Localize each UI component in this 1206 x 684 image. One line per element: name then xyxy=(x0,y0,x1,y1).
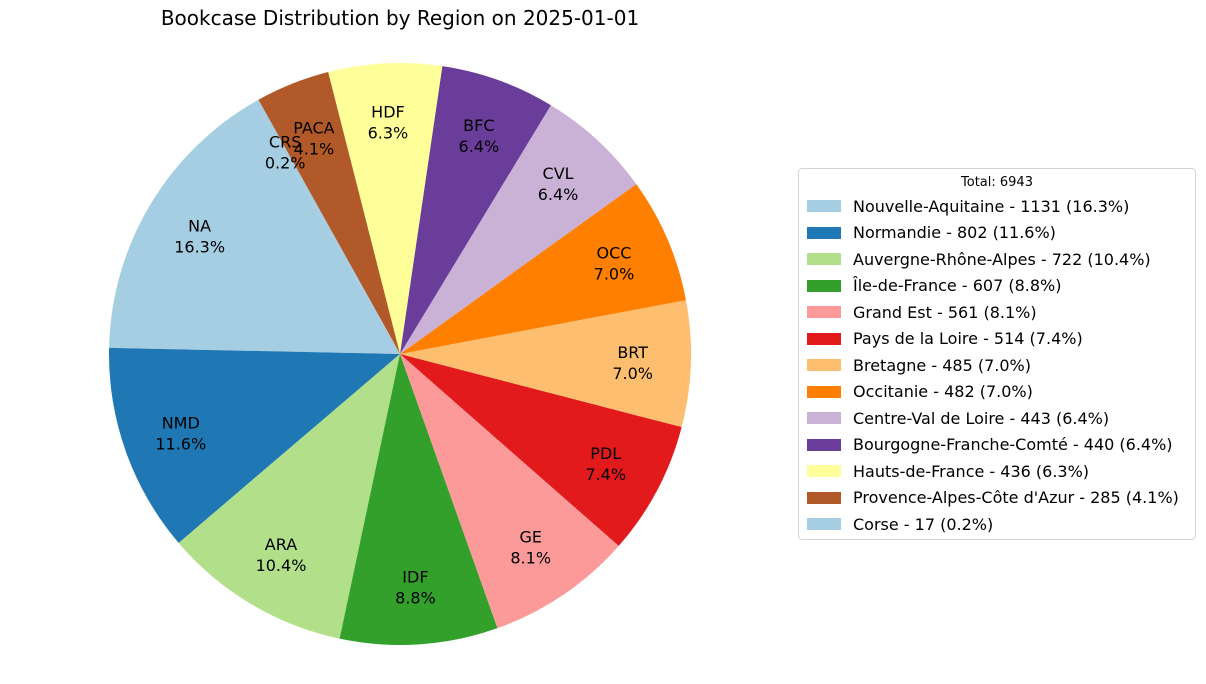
legend-label: Bretagne - 485 (7.0%) xyxy=(853,355,1031,375)
pie-slice-hdf xyxy=(328,63,443,355)
legend-item-cvl: Centre-Val de Loire - 443 (6.4%) xyxy=(807,408,1109,428)
legend-label: Pays de la Loire - 514 (7.4%) xyxy=(853,329,1083,348)
pie-slice-crs xyxy=(254,99,400,354)
legend-swatch xyxy=(807,438,841,451)
legend-item-brt: Bretagne - 485 (7.0%) xyxy=(807,355,1031,375)
legend-label: Provence-Alpes-Côte d'Azur - 285 (4.1%) xyxy=(853,488,1179,507)
slice-label-ara: ARA 10.4% xyxy=(256,535,307,575)
legend-item-ara: Auvergne-Rhône-Alpes - 722 (10.4%) xyxy=(807,249,1151,269)
legend-label: Île-de-France - 607 (8.8%) xyxy=(853,276,1062,295)
legend-label: Hauts-de-France - 436 (6.3%) xyxy=(853,461,1090,481)
legend-swatch xyxy=(807,200,841,212)
pie-slice-brt xyxy=(400,300,691,428)
slice-label-crs: CRS 0.2% xyxy=(265,132,306,172)
pie-slice-ara xyxy=(178,354,400,639)
pie-slice-na xyxy=(109,101,401,355)
pie-slice-cvl xyxy=(400,105,637,354)
legend-label: Auvergne-Rhône-Alpes - 722 (10.4%) xyxy=(853,249,1151,269)
legend-item-hdf: Hauts-de-France - 436 (6.3%) xyxy=(807,461,1089,481)
chart-title: Bookcase Distribution by Region on 2025-… xyxy=(160,6,640,30)
legend: Total: 6943 Nouvelle-Aquitaine - 1131 (1… xyxy=(798,168,1196,540)
slice-label-pdl: PDL 7.4% xyxy=(585,444,626,484)
legend-item-paca: Provence-Alpes-Côte d'Azur - 285 (4.1%) xyxy=(807,488,1179,508)
legend-item-pdl: Pays de la Loire - 514 (7.4%) xyxy=(807,329,1083,349)
legend-title: Total: 6943 xyxy=(961,175,1033,190)
slice-label-hdf: HDF 6.3% xyxy=(368,103,409,143)
legend-swatch xyxy=(807,226,841,239)
pie-labels: NA 16.3% NMD 11.6% ARA 10.4% IDF 8.8% GE 8.1% PDL 7… xyxy=(155,103,653,608)
slice-label-brt: BRT 7.0% xyxy=(612,343,653,383)
pie-slice-idf xyxy=(339,354,498,645)
pie-chart: NA 16.3% NMD 11.6% ARA 10.4% IDF 8.8% GE 8.1% PDL 7… xyxy=(109,63,691,645)
legend-swatch xyxy=(807,253,841,265)
legend-item-nmd: Normandie - 802 (11.6%) xyxy=(807,223,1056,243)
slice-label-cvl: CVL 6.4% xyxy=(538,164,579,204)
legend-label: Normandie - 802 (11.6%) xyxy=(853,223,1056,242)
legend-label: Occitanie - 482 (7.0%) xyxy=(853,382,1033,401)
legend-swatch xyxy=(807,359,841,371)
pie-slices xyxy=(109,63,691,645)
legend-swatch xyxy=(807,412,841,424)
legend-item-na: Nouvelle-Aquitaine - 1131 (16.3%) xyxy=(807,196,1129,216)
slice-label-idf: IDF 8.8% xyxy=(395,567,436,607)
legend-label: Grand Est - 561 (8.1%) xyxy=(853,302,1037,322)
pie-slice-bfc xyxy=(400,66,551,354)
legend-swatch xyxy=(807,306,841,318)
pie-slice-pdl xyxy=(400,354,682,546)
legend-item-ge: Grand Est - 561 (8.1%) xyxy=(807,302,1037,322)
legend-item-crs: Corse - 17 (0.2%) xyxy=(807,514,993,534)
legend-swatch xyxy=(807,465,841,477)
pie-slice-occ xyxy=(400,184,686,354)
pie-slice-ge xyxy=(400,354,619,629)
slice-label-nmd: NMD 11.6% xyxy=(155,413,206,453)
legend-swatch xyxy=(807,332,841,345)
legend-label: Bourgogne-Franche-Comté - 440 (6.4%) xyxy=(853,435,1173,454)
slice-label-occ: OCC 7.0% xyxy=(594,243,635,283)
slice-label-ge: GE 8.1% xyxy=(510,528,551,568)
slice-label-bfc: BFC 6.4% xyxy=(459,116,500,156)
legend-swatch xyxy=(807,279,841,292)
legend-swatch xyxy=(807,385,841,398)
slice-label-paca: PACA 4.1% xyxy=(293,119,334,159)
legend-swatch xyxy=(807,518,841,530)
pie-slice-nmd xyxy=(109,347,400,543)
legend-label: Centre-Val de Loire - 443 (6.4%) xyxy=(853,408,1110,428)
legend-item-occ: Occitanie - 482 (7.0%) xyxy=(807,382,1033,402)
pie-slice-paca xyxy=(258,72,400,354)
legend-label: Nouvelle-Aquitaine - 1131 (16.3%) xyxy=(853,196,1130,216)
legend-item-bfc: Bourgogne-Franche-Comté - 440 (6.4%) xyxy=(807,435,1173,455)
slice-label-na: NA 16.3% xyxy=(174,216,225,256)
legend-label: Corse - 17 (0.2%) xyxy=(853,514,994,534)
legend-item-idf: Île-de-France - 607 (8.8%) xyxy=(807,276,1061,296)
legend-swatch xyxy=(807,491,841,504)
